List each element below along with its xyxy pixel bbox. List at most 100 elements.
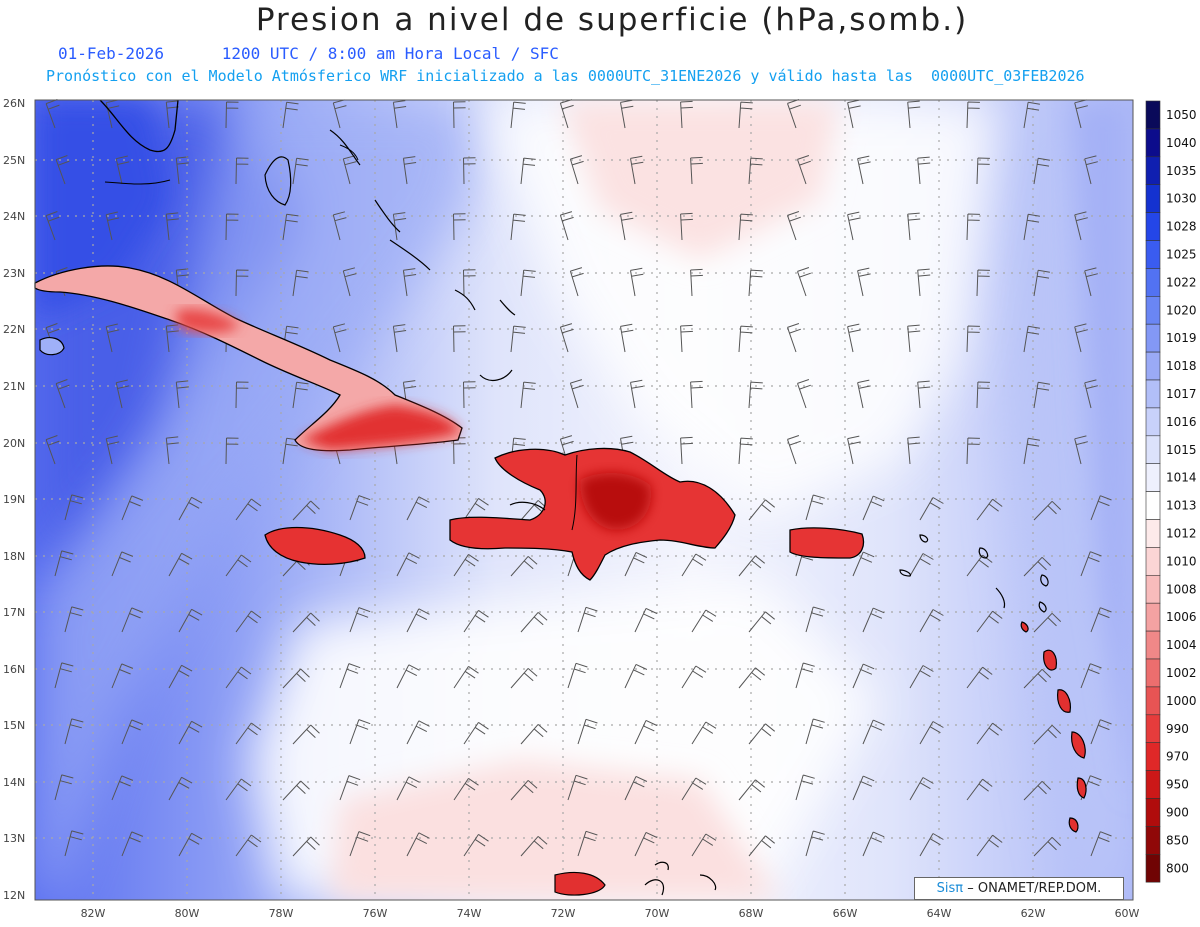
wind-barb [168, 664, 193, 689]
colorbar-swatch [1145, 463, 1161, 492]
wind-barb [1033, 157, 1050, 185]
wind-barb [634, 607, 658, 633]
wind-barb [681, 777, 707, 801]
colorbar-swatch [1145, 770, 1161, 799]
wind-barb [738, 667, 766, 689]
wind-barb [1023, 437, 1040, 465]
wind-barb [396, 664, 420, 689]
wind-barb [235, 834, 262, 857]
lon-label: 70W [645, 907, 670, 920]
wind-barb [966, 554, 993, 577]
wind-barb [847, 323, 861, 353]
wind-barb [520, 724, 548, 745]
wind-barb [282, 213, 299, 241]
wind-barb [463, 609, 489, 633]
sispi-logo: Sisπ [936, 881, 964, 896]
wind-barb [235, 269, 249, 297]
colorbar-level-label: 1018 [1166, 359, 1197, 373]
colorbar-swatch [1145, 240, 1161, 269]
wind-barb [620, 99, 634, 129]
colorbar-swatch [1145, 379, 1161, 409]
wind-barb [510, 556, 538, 577]
wind-barb [1033, 500, 1062, 521]
wind-barb [1023, 780, 1052, 801]
colorbar-swatch [1145, 519, 1161, 548]
wind-barb [165, 212, 179, 241]
wind-barb [917, 268, 931, 297]
wind-barb [907, 436, 921, 465]
colorbar-swatch [1145, 268, 1161, 297]
lat-label: 15N [3, 719, 25, 732]
wind-barb [54, 662, 74, 689]
wind-barb [738, 779, 766, 801]
wind-barb [45, 435, 60, 465]
wind-barb [55, 155, 70, 185]
colorbar-swatch [1145, 156, 1161, 186]
date-time-subtitle: 01-Feb-2026 1200 UTC / 8:00 am Hora Loca… [58, 44, 559, 63]
wind-barb [111, 551, 134, 577]
wind-barb [917, 380, 931, 409]
guadeloupe-island [1043, 649, 1057, 671]
wind-barb [852, 551, 875, 577]
wind-barb [406, 720, 430, 745]
lat-label: 21N [3, 380, 25, 393]
lon-label: 64W [927, 907, 952, 920]
lon-label: 76W [363, 907, 388, 920]
wind-barb [1023, 325, 1040, 353]
wind-barb [748, 835, 776, 857]
colorbar-level-label: 1019 [1166, 331, 1197, 345]
colorbar-swatch [1145, 630, 1161, 660]
wind-barb [510, 213, 526, 241]
wind-barb [178, 496, 203, 521]
wind-barb [847, 99, 861, 129]
wind-barb [105, 435, 120, 465]
lon-label: 62W [1021, 907, 1046, 920]
wind-barb [463, 721, 489, 745]
wind-barb [624, 775, 648, 801]
wind-barb [1033, 381, 1050, 409]
colorbar-level-label: 850 [1166, 833, 1189, 847]
wind-barb [520, 157, 536, 185]
pressure-colorbar: 1050 1040 1035 1030 1028 1025 1022 1020 1019 1018… [1145, 100, 1197, 883]
wind-barb [569, 267, 584, 297]
colorbar-swatch [1145, 128, 1161, 158]
map-frame [34, 99, 1134, 901]
wind-barb [966, 101, 980, 129]
lat-label: 16N [3, 663, 25, 676]
wind-barb [165, 436, 179, 465]
wind-barb [1074, 211, 1088, 241]
wind-barb [567, 774, 588, 801]
wind-barb [857, 267, 871, 297]
wind-barb [624, 551, 648, 577]
wind-barb [168, 776, 193, 801]
lon-label: 72W [551, 907, 576, 920]
wind-barb [1090, 831, 1112, 857]
wind-barb [919, 833, 944, 857]
wind-barb [862, 495, 885, 521]
wind-barb [225, 778, 252, 801]
colorbar-level-label: 1002 [1166, 666, 1197, 680]
wind-barb [976, 381, 990, 409]
wind-barb [569, 155, 584, 185]
wind-barb [510, 780, 538, 801]
colorbar-level-label: 900 [1166, 805, 1189, 819]
wind-barb [178, 720, 203, 745]
colorbar-level-label: 970 [1166, 750, 1189, 764]
wind-barb [795, 662, 815, 689]
wind-barb [567, 662, 588, 689]
wind-barb [339, 663, 361, 689]
wind-barb [520, 381, 536, 409]
wind-barb [121, 719, 144, 745]
wind-barb [392, 100, 407, 129]
colorbar-level-label: 1006 [1166, 610, 1197, 624]
wind-barb [332, 211, 347, 241]
colorbar-level-label: 1017 [1166, 387, 1197, 401]
wind-barb [402, 268, 417, 297]
wind-barb [178, 832, 203, 857]
wind-barb [453, 553, 479, 577]
wind-barb [805, 830, 825, 857]
wind-barb [748, 381, 763, 409]
wind-barb [634, 719, 658, 745]
wind-barb [292, 269, 309, 297]
wind-barb [178, 608, 203, 633]
